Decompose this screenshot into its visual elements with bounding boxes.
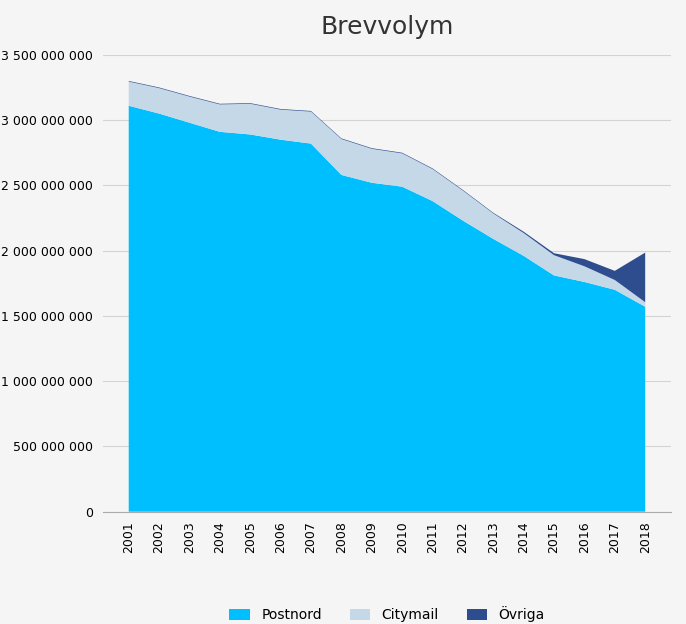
Title: Brevvolym: Brevvolym bbox=[320, 15, 453, 39]
Legend: Postnord, Citymail, Övriga: Postnord, Citymail, Övriga bbox=[224, 601, 550, 624]
